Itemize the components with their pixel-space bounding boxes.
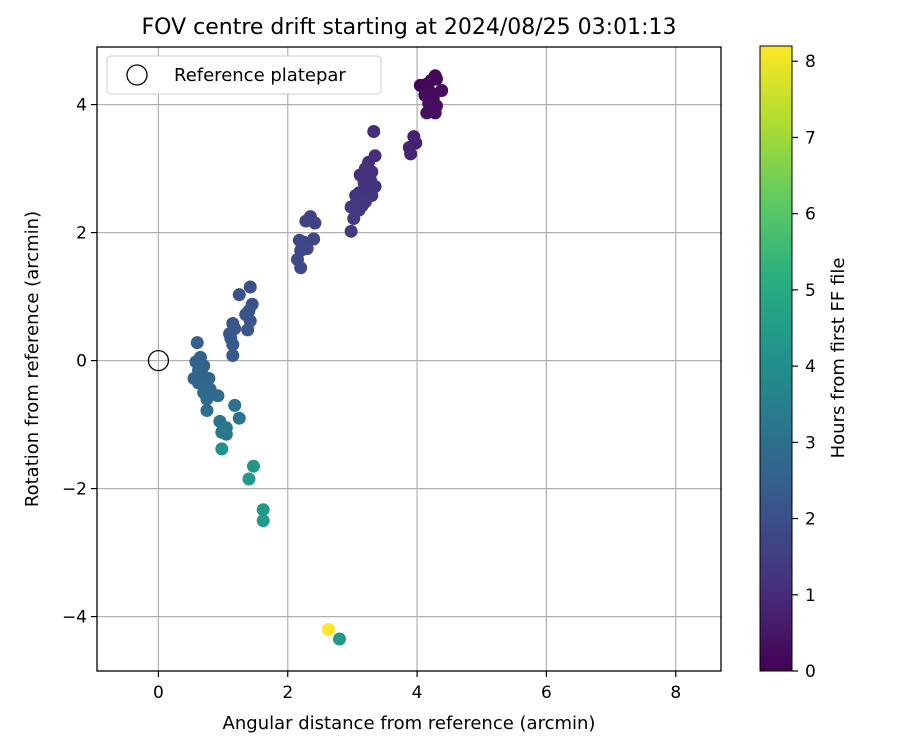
data-point <box>367 124 381 138</box>
plot-frame <box>96 46 722 672</box>
x-tick-label: 0 <box>153 683 164 703</box>
data-point <box>219 427 233 441</box>
data-point <box>307 232 321 246</box>
data-point <box>344 224 358 238</box>
legend-marker-open-circle <box>126 64 148 86</box>
colorbar-tick-label: 5 <box>805 281 816 301</box>
colorbar-label: Hours from first FF file <box>828 258 849 459</box>
colorbar-tick-label: 0 <box>805 662 816 682</box>
data-point <box>256 503 270 517</box>
data-point <box>211 389 225 403</box>
data-point <box>404 147 418 161</box>
colorbar-tick-label: 3 <box>805 433 816 453</box>
x-tick-label: 4 <box>412 683 423 703</box>
colorbar-tick-label: 2 <box>805 510 816 530</box>
colorbar-tick-label: 8 <box>805 52 816 72</box>
y-tick-label: −2 <box>62 480 87 500</box>
data-point <box>241 323 255 337</box>
data-point <box>232 288 246 302</box>
y-axis-ticks: −4 −2 0 2 4 <box>62 96 97 628</box>
data-point <box>294 261 308 275</box>
colorbar: 0 1 2 3 4 5 6 7 8 Hours from first FF file <box>759 45 849 682</box>
colorbar-gradient <box>759 45 793 672</box>
data-point <box>332 632 346 646</box>
colorbar-tick-label: 7 <box>805 128 816 148</box>
legend: Reference platepar <box>106 55 382 95</box>
data-point <box>308 216 322 230</box>
data-point <box>428 106 442 120</box>
data-point <box>200 392 214 406</box>
colorbar-ticks: 0 1 2 3 4 5 6 7 8 <box>792 52 816 682</box>
colorbar-tick-label: 4 <box>805 357 816 377</box>
data-point <box>215 442 229 456</box>
legend-label: Reference platepar <box>174 65 346 86</box>
reference-platepar-marker <box>147 349 170 372</box>
data-point <box>226 348 240 362</box>
data-point <box>246 459 260 473</box>
data-point <box>435 84 449 98</box>
x-tick-label: 8 <box>670 683 681 703</box>
data-point <box>232 411 246 425</box>
data-point <box>243 280 257 294</box>
x-tick-label: 2 <box>282 683 293 703</box>
colorbar-tick-label: 6 <box>805 205 816 225</box>
data-point <box>292 233 306 247</box>
y-axis-label: Rotation from reference (arcmin) <box>22 211 43 507</box>
grid-lines <box>97 47 721 671</box>
data-point <box>321 622 335 636</box>
x-tick-label: 6 <box>541 683 552 703</box>
x-axis-ticks: 0 2 4 6 8 <box>153 671 681 703</box>
data-point <box>226 338 240 352</box>
x-axis-label: Angular distance from reference (arcmin) <box>223 713 596 734</box>
data-point <box>242 472 256 486</box>
data-point <box>228 398 242 412</box>
chart-title: FOV centre drift starting at 2024/08/25 … <box>142 15 677 40</box>
data-point <box>429 72 443 86</box>
data-point <box>200 404 214 418</box>
data-point <box>190 336 204 350</box>
data-point <box>347 212 361 226</box>
data-points <box>187 69 449 646</box>
data-point <box>256 514 270 528</box>
y-tick-label: −4 <box>62 608 87 628</box>
colorbar-tick-label: 1 <box>805 586 816 606</box>
legend-box <box>106 55 382 95</box>
y-tick-label: 0 <box>76 352 87 372</box>
y-tick-label: 2 <box>76 224 87 244</box>
reference-marker-group <box>147 349 170 372</box>
y-tick-label: 4 <box>76 96 87 116</box>
